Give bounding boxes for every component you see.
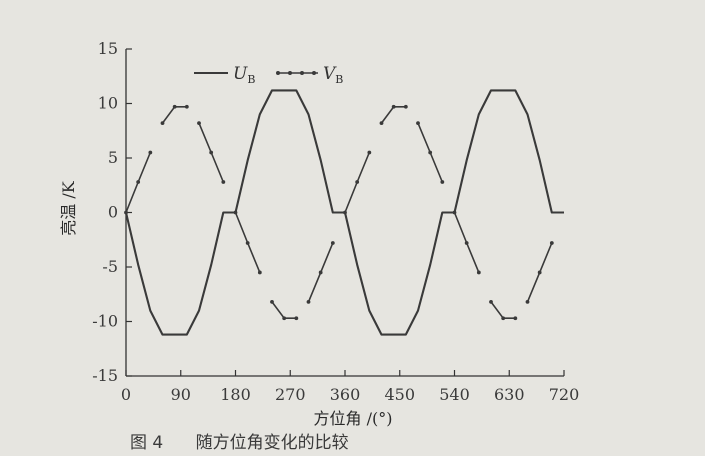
- axes: -15 -10 -5 0 5 10 15 0 90 180 270 360 450 540 630 720: [92, 39, 579, 404]
- series-v-marker: [367, 150, 372, 155]
- series-v-marker: [233, 210, 238, 215]
- y-tick-label: -15: [92, 366, 118, 385]
- x-tick-label: 270: [275, 385, 306, 404]
- series-v-marker: [416, 121, 420, 126]
- series-v-marker: [136, 180, 141, 184]
- legend-marker-v: [312, 71, 316, 75]
- figure-caption: 图 4 随方位角变化的比较: [130, 433, 349, 453]
- series-v-marker: [525, 299, 530, 304]
- series-v-marker: [379, 121, 384, 126]
- series-v-marker: [428, 150, 433, 155]
- legend-marker-v: [300, 71, 304, 75]
- series-v-marker: [197, 121, 201, 126]
- y-tick-label: 15: [98, 39, 118, 58]
- x-tick-label: 630: [494, 385, 525, 404]
- series-v-marker: [330, 241, 335, 245]
- series-line-v-segment: [161, 106, 187, 124]
- y-tick-label: -10: [92, 312, 118, 331]
- series-v-marker: [452, 210, 457, 215]
- x-tick-label: 540: [439, 385, 470, 404]
- legend-marker-v: [288, 71, 292, 75]
- x-tick-label: 0: [121, 385, 131, 404]
- series-v-marker: [172, 104, 177, 109]
- series-v-marker: [464, 241, 469, 245]
- series-v-marker: [343, 210, 347, 215]
- series-v-marker: [209, 150, 214, 155]
- series-v-marker: [318, 270, 323, 275]
- series-v-marker: [245, 241, 250, 245]
- x-tick-label: 360: [330, 385, 361, 404]
- legend-marker-v: [276, 71, 280, 75]
- plot-area: [124, 89, 564, 336]
- y-tick-label: 0: [108, 203, 118, 222]
- series-v-marker: [257, 270, 262, 275]
- legend-label-u-subscript: B: [247, 73, 255, 86]
- series-v-marker: [355, 180, 360, 184]
- series-line-v-segment: [271, 301, 297, 320]
- series-v-marker: [306, 299, 311, 304]
- series-line-v-segment: [490, 301, 516, 320]
- y-tick-label: 10: [98, 94, 118, 113]
- legend-label-u: UB: [233, 64, 255, 86]
- series-v-marker: [148, 150, 153, 155]
- y-axis-label: 亮温 /K: [59, 180, 78, 235]
- x-tick-label: 720: [549, 385, 580, 404]
- series-v-marker: [184, 104, 189, 109]
- series-line-v-segment: [380, 106, 406, 124]
- x-tick-label: 450: [384, 385, 415, 404]
- legend: UB VB: [194, 64, 343, 86]
- x-axis-label: 方位角 /(°): [314, 409, 393, 428]
- series-v-marker: [221, 180, 226, 184]
- series-v-marker: [391, 104, 396, 109]
- y-tick-label: 5: [108, 148, 118, 167]
- series-v-marker: [403, 104, 408, 109]
- series-v-marker: [513, 316, 518, 321]
- series-v-marker: [440, 180, 445, 184]
- series-v-marker: [476, 270, 481, 275]
- series-v-marker: [537, 270, 542, 275]
- x-tick-label: 90: [171, 385, 191, 404]
- series-v-marker: [489, 299, 493, 304]
- series-v-marker: [282, 316, 287, 321]
- series-v-marker: [294, 316, 299, 321]
- legend-label-v: VB: [323, 64, 343, 86]
- series-v-marker: [124, 210, 128, 215]
- legend-label-v-subscript: B: [335, 73, 343, 86]
- series-v-marker: [270, 299, 274, 304]
- series-v-marker: [501, 316, 506, 321]
- y-tick-label: -5: [102, 257, 118, 276]
- series-v-marker: [160, 121, 165, 126]
- series-v-marker: [549, 241, 554, 245]
- x-tick-label: 180: [220, 385, 251, 404]
